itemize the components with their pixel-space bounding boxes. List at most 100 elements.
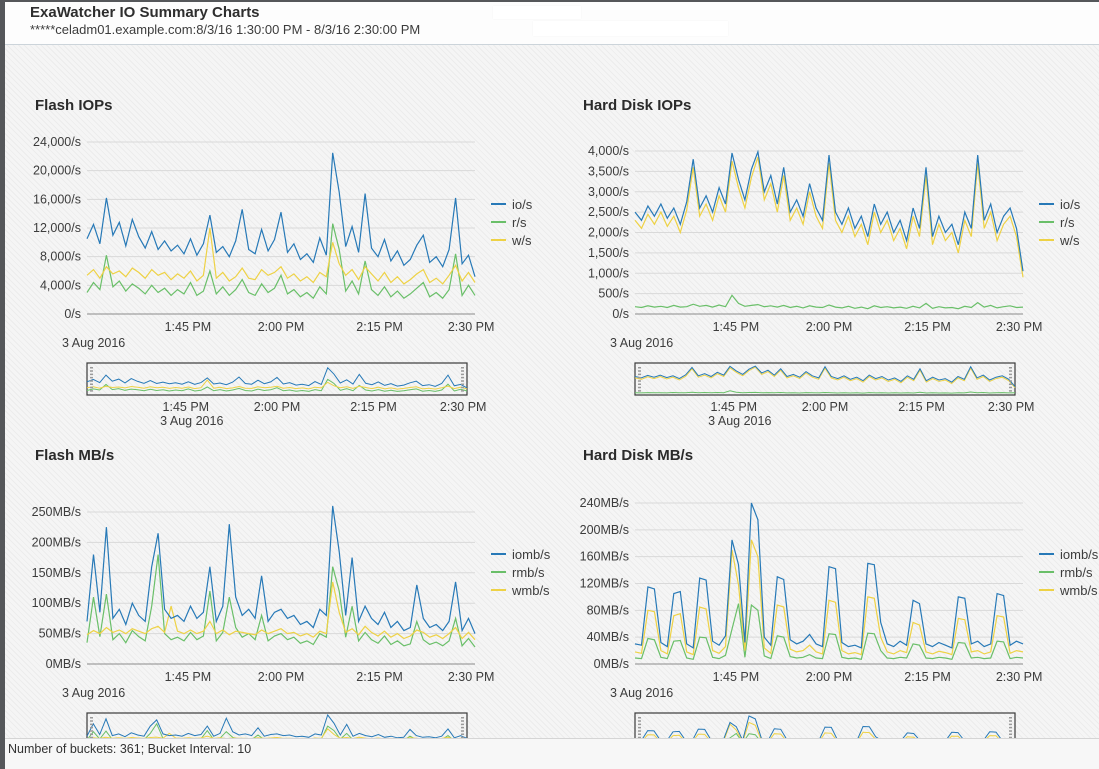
legend-item-r-s[interactable]: r/s (1039, 213, 1080, 231)
legend-swatch (1039, 553, 1054, 555)
legend-swatch (1039, 203, 1054, 205)
legend-item-iomb-s[interactable]: iomb/s (1039, 545, 1098, 563)
legend: iomb/s rmb/s wmb/s (1039, 545, 1098, 599)
legend-item-wmb-s[interactable]: wmb/s (1039, 581, 1098, 599)
flash-iops-overview-brush[interactable]: 1:45 PM 2:00 PM 2:15 PM 2:30 PM 3 Aug 2016 (23, 358, 553, 438)
host-time-range: *****celadm01.example.com:8/3/16 1:30:00… (30, 22, 421, 37)
y-tick-label: 2,500/s (588, 205, 629, 219)
y-tick-label: 4,000/s (588, 144, 629, 158)
x-tick-label: 2:15 PM (356, 320, 403, 334)
series-line-wmb-s (86, 581, 476, 641)
legend-label: io/s (1060, 196, 1081, 212)
legend-swatch (491, 571, 506, 573)
flash-mbs-main-plot[interactable]: 250MB/s 200MB/s 150MB/s 100MB/s 50MB/s 0MB/s 1… (23, 478, 553, 708)
flash-iops-main-plot[interactable]: 24,000/s 20,000/s 16,000/s 12,000/s 8,000/s 4… (23, 128, 553, 358)
legend-item-wmb-s[interactable]: wmb/s (491, 581, 550, 599)
x-tick-label: 2:15 PM (904, 320, 951, 334)
x-tick-label: 2:00 PM (806, 320, 853, 334)
bucket-info: Number of buckets: 361; Bucket Interval:… (8, 742, 252, 756)
y-tick-label: 150MB/s (32, 566, 81, 580)
x-tick-label: 2:00 PM (806, 670, 853, 684)
legend-swatch (491, 239, 506, 241)
series-line-iomb-s (634, 502, 1024, 649)
status-bar: Number of buckets: 361; Bucket Interval:… (5, 738, 1099, 769)
legend-label: rmb/s (512, 564, 545, 580)
legend-item-r-s[interactable]: r/s (491, 213, 532, 231)
legend-item-rmb-s[interactable]: rmb/s (1039, 563, 1098, 581)
y-tick-label: 50MB/s (39, 627, 81, 641)
y-tick-label: 0/s (64, 307, 81, 321)
x-tick-label: 2:30 PM (448, 670, 495, 684)
x-tick-label: 2:30 PM (448, 320, 495, 334)
overview-series-line-wmb-s (634, 721, 1016, 743)
overview-series-line-r-s (86, 378, 468, 392)
legend: io/s r/s w/s (491, 195, 532, 249)
legend-label: w/s (1060, 232, 1080, 248)
flash-iops-chart: Flash IOPs 24,000/s 20,000/s 16,000/s 12,00… (13, 93, 556, 443)
series-line-w-s (86, 227, 476, 285)
y-tick-label: 250MB/s (32, 505, 81, 519)
hard-disk-iops-main-plot[interactable]: 4,000/s 3,500/s 3,000/s 2,500/s 2,000/s 1,500… (571, 128, 1099, 358)
y-tick-label: 16,000/s (33, 192, 81, 206)
legend-label: wmb/s (1060, 582, 1098, 598)
overview-x-tick-label: 2:00 PM (802, 400, 849, 414)
y-tick-label: 1,500/s (588, 246, 629, 260)
legend-label: rmb/s (1060, 564, 1093, 580)
charts-area: Flash IOPs 24,000/s 20,000/s 16,000/s 12,00… (5, 45, 1099, 769)
legend: io/s r/s w/s (1039, 195, 1080, 249)
y-tick-label: 160MB/s (580, 550, 629, 564)
page-header: ExaWatcher IO Summary Charts *****celadm… (5, 2, 1099, 45)
legend-item-w-s[interactable]: w/s (491, 231, 532, 249)
overview-x-tick-label: 2:00 PM (254, 400, 301, 414)
legend: iomb/s rmb/s wmb/s (491, 545, 550, 599)
series-line-io-s (86, 152, 476, 277)
y-tick-label: 2,000/s (588, 226, 629, 240)
hard-disk-iops-overview-brush[interactable]: 1:45 PM 2:00 PM 2:15 PM 2:30 PM 3 Aug 2016 (571, 358, 1099, 438)
x-tick-label: 2:15 PM (356, 670, 403, 684)
y-tick-label: 200MB/s (580, 523, 629, 537)
flash-mbs-chart: Flash MB/s 250MB/s 200MB/s 150MB/s 100MB/s 5… (13, 443, 556, 769)
x-axis-date-label: 3 Aug 2016 (610, 336, 673, 350)
overview-series-line-w-s (634, 366, 1016, 389)
y-tick-label: 100MB/s (32, 596, 81, 610)
legend-swatch (491, 553, 506, 555)
y-tick-label: 4,000/s (40, 278, 81, 292)
overview-series-line-io-s (634, 365, 1016, 387)
y-tick-label: 200MB/s (32, 535, 81, 549)
overview-series-line-r-s (634, 390, 1016, 394)
hard-disk-iops-chart: Hard Disk IOPs 4,000/s 3,500/s 3,000/s 2,50… (561, 93, 1099, 443)
series-line-rmb-s (634, 603, 1024, 661)
x-axis-date-label: 3 Aug 2016 (62, 336, 125, 350)
x-tick-label: 1:45 PM (165, 670, 212, 684)
legend-item-rmb-s[interactable]: rmb/s (491, 563, 550, 581)
y-tick-label: 0/s (612, 307, 629, 321)
overview-x-tick-label: 2:30 PM (440, 400, 487, 414)
legend-item-iomb-s[interactable]: iomb/s (491, 545, 550, 563)
x-tick-label: 1:45 PM (165, 320, 212, 334)
y-tick-label: 1,000/s (588, 266, 629, 280)
legend-swatch (491, 221, 506, 223)
x-axis-date-label: 3 Aug 2016 (610, 686, 673, 700)
redaction-box-1 (493, 6, 581, 19)
legend-item-w-s[interactable]: w/s (1039, 231, 1080, 249)
legend-item-io-s[interactable]: io/s (491, 195, 532, 213)
x-axis-date-label: 3 Aug 2016 (62, 686, 125, 700)
hard-disk-mbs-main-plot[interactable]: 240MB/s 200MB/s 160MB/s 120MB/s 80MB/s 40MB/s… (571, 478, 1099, 708)
page-title: ExaWatcher IO Summary Charts (30, 4, 260, 21)
legend-label: iomb/s (512, 546, 551, 562)
redaction-box-2 (533, 21, 728, 36)
chart-title: Hard Disk IOPs (583, 97, 692, 114)
y-tick-label: 24,000/s (33, 135, 81, 149)
overview-series-line-iomb-s (634, 715, 1016, 742)
overview-series-line-w-s (86, 379, 468, 390)
y-tick-label: 240MB/s (580, 496, 629, 510)
legend-item-io-s[interactable]: io/s (1039, 195, 1080, 213)
series-line-r-s (634, 294, 1024, 310)
series-line-r-s (86, 223, 476, 300)
legend-label: iomb/s (1060, 546, 1099, 562)
x-tick-label: 2:30 PM (996, 670, 1043, 684)
y-tick-label: 500/s (598, 287, 629, 301)
legend-swatch (491, 589, 506, 591)
y-tick-label: 12,000/s (33, 221, 81, 235)
